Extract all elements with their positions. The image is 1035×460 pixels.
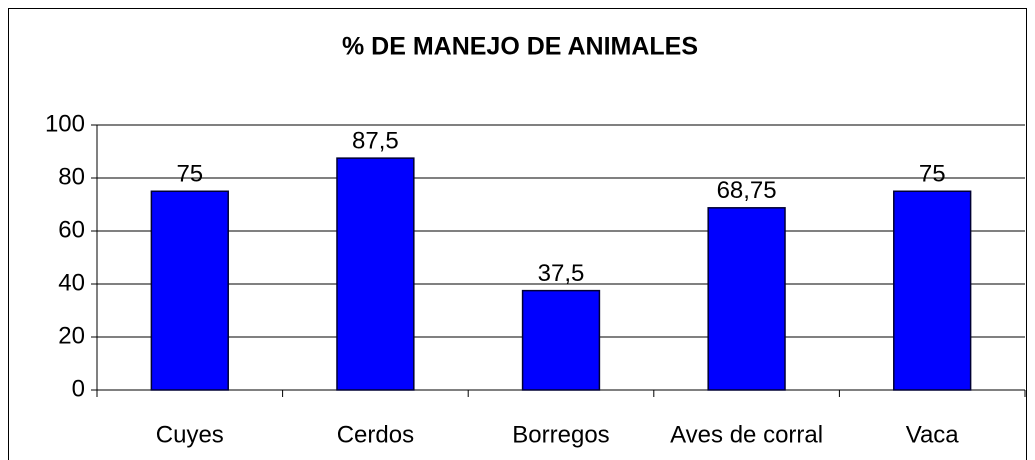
- y-tick-label: 60: [58, 216, 85, 243]
- bar: [707, 207, 786, 391]
- y-tick-label: 20: [58, 322, 85, 349]
- bar: [150, 190, 229, 391]
- x-tick-label: Vaca: [906, 421, 960, 448]
- value-label: 75: [176, 161, 203, 188]
- value-label: 75: [919, 161, 946, 188]
- y-tick-label: 80: [58, 163, 85, 190]
- chart-title: % DE MANEJO DE ANIMALES: [342, 33, 698, 61]
- value-label: 87,5: [352, 127, 399, 154]
- y-tick-label: 40: [58, 269, 85, 296]
- bar: [893, 190, 972, 391]
- value-label: 68,75: [717, 177, 777, 204]
- y-tick-label: 0: [72, 375, 85, 402]
- value-label: 37,5: [538, 260, 585, 287]
- bar: [521, 289, 601, 391]
- x-tick-label: Aves de corral: [670, 421, 823, 448]
- x-tick-label: Cuyes: [156, 421, 224, 448]
- x-tick-label: Borregos: [512, 421, 609, 448]
- x-tick-label: Cerdos: [337, 421, 414, 448]
- y-tick-label: 100: [45, 110, 85, 137]
- bar: [336, 157, 415, 391]
